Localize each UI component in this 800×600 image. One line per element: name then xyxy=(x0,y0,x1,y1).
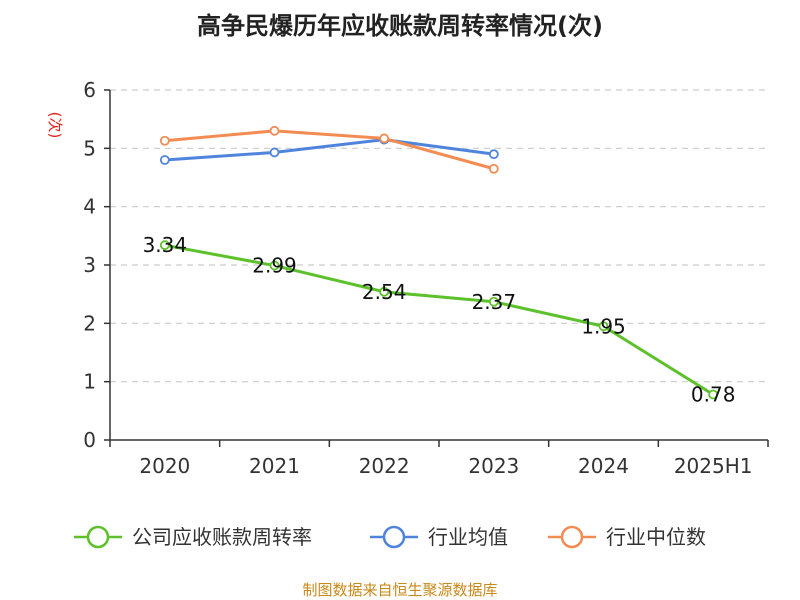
series-line xyxy=(164,129,495,171)
x-tick-label: 2023 xyxy=(468,454,519,478)
series-line xyxy=(164,138,495,162)
series-line xyxy=(164,243,714,396)
y-tick-label: 3 xyxy=(83,253,96,277)
legend[interactable]: 公司应收账款周转率 行业均值 行业中位数 xyxy=(74,525,706,549)
legend-label: 行业均值 xyxy=(428,525,508,549)
data-label: 2.54 xyxy=(362,280,407,304)
legend-label: 公司应收账款周转率 xyxy=(132,525,312,549)
data-point xyxy=(488,163,499,174)
x-tick-label: 2025H1 xyxy=(674,454,753,478)
x-tick-label: 2020 xyxy=(139,454,190,478)
data-point xyxy=(598,321,609,332)
data-label: 2.37 xyxy=(472,290,517,314)
legend-marker xyxy=(86,525,110,549)
y-tick-label: 2 xyxy=(83,311,96,335)
data-point xyxy=(379,133,390,144)
legend-marker xyxy=(560,525,584,549)
data-label: 2.99 xyxy=(252,254,297,278)
data-point xyxy=(159,155,170,165)
data-labels: 3.34 2.99 2.54 2.37 1.95 0.78 xyxy=(143,233,736,406)
data-point xyxy=(269,147,280,158)
data-point xyxy=(379,286,390,297)
grid-lines xyxy=(110,89,768,383)
data-point xyxy=(488,149,499,160)
legend-item[interactable]: 行业均值 xyxy=(370,525,508,549)
legend-item[interactable]: 公司应收账款周转率 xyxy=(74,525,312,549)
data-label: 3.34 xyxy=(143,233,188,257)
y-tick-label: 5 xyxy=(83,136,96,160)
data-label: 1.95 xyxy=(581,314,626,338)
legend-item[interactable]: 行业中位数 xyxy=(548,525,706,549)
legend-label: 行业中位数 xyxy=(606,525,706,549)
y-tick-label: 0 xyxy=(83,428,96,452)
x-tick-label: 2024 xyxy=(578,454,629,478)
data-label: 0.78 xyxy=(691,383,736,407)
series-layer xyxy=(159,125,719,400)
data-point xyxy=(159,240,170,251)
data-point xyxy=(269,260,280,271)
data-point xyxy=(708,389,719,400)
data-point xyxy=(488,296,499,307)
legend-marker xyxy=(382,525,406,549)
axes: 0 1 2 3 4 5 6 2020 2021 2022 2023 2024 2025H1 xyxy=(83,78,769,478)
x-tick-label: 2021 xyxy=(249,454,300,478)
source-note: 制图数据来自恒生聚源数据库 xyxy=(302,581,497,599)
chart-title: 高争民爆历年应收账款周转率情况(次) xyxy=(197,12,603,40)
y-tick-label: 6 xyxy=(83,78,96,102)
y-axis-label: (次) xyxy=(46,112,64,139)
x-tick-label: 2022 xyxy=(359,454,410,478)
y-tick-label: 4 xyxy=(83,195,96,219)
y-tick-label: 1 xyxy=(83,370,96,394)
data-point xyxy=(159,135,170,146)
data-point xyxy=(269,125,280,136)
